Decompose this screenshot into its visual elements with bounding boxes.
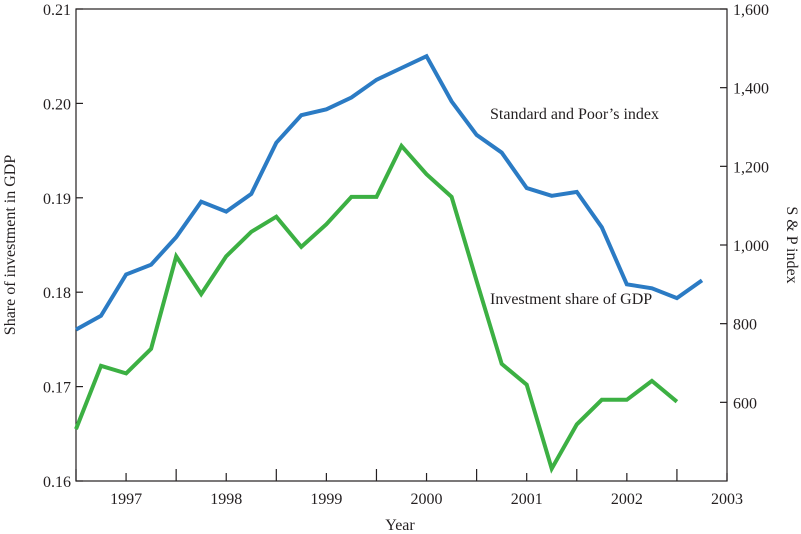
y-left-tick-label: 0.21 xyxy=(43,2,71,19)
x-tick-label: 2002 xyxy=(611,491,643,508)
series-line-investment-share xyxy=(74,142,679,474)
x-tick-label: 1997 xyxy=(110,491,142,508)
y-axis-label-left: Share of investment in GDP xyxy=(2,155,19,336)
annotation-investment-share: Investment share of GDP xyxy=(490,291,652,308)
annotation-sp-index: Standard and Poor’s index xyxy=(490,106,659,123)
y-right-tick-label: 600 xyxy=(733,395,757,412)
x-tick-label: 2000 xyxy=(411,491,443,508)
labels-layer: 0.16 0.17 0.18 0.19 0.20 0.21 600 800 1,000 1,200… xyxy=(43,2,769,508)
ticks-layer xyxy=(75,8,728,482)
x-tick-label: 1998 xyxy=(210,491,242,508)
x-tick-label: 2003 xyxy=(711,491,743,508)
x-tick-label: 1999 xyxy=(310,491,342,508)
y-left-tick-label: 0.16 xyxy=(43,474,71,491)
y-right-tick-label: 1,600 xyxy=(733,2,769,19)
series-layer xyxy=(74,53,704,474)
x-axis-label: Year xyxy=(385,517,415,534)
y-left-tick-label: 0.20 xyxy=(43,96,71,113)
x-tick-label: 2001 xyxy=(511,491,543,508)
plot-frame xyxy=(75,8,728,482)
series-line-sp-index xyxy=(75,53,704,332)
y-right-tick-label: 1,400 xyxy=(733,81,769,98)
y-right-tick-label: 1,200 xyxy=(733,159,769,176)
y-left-tick-label: 0.17 xyxy=(43,380,71,397)
y-left-tick-label: 0.18 xyxy=(43,285,71,302)
y-right-tick-label: 1,000 xyxy=(733,238,769,255)
y-right-tick-label: 800 xyxy=(733,317,757,334)
y-left-tick-label: 0.19 xyxy=(43,191,71,208)
y-axis-label-right: S & P index xyxy=(783,206,800,283)
